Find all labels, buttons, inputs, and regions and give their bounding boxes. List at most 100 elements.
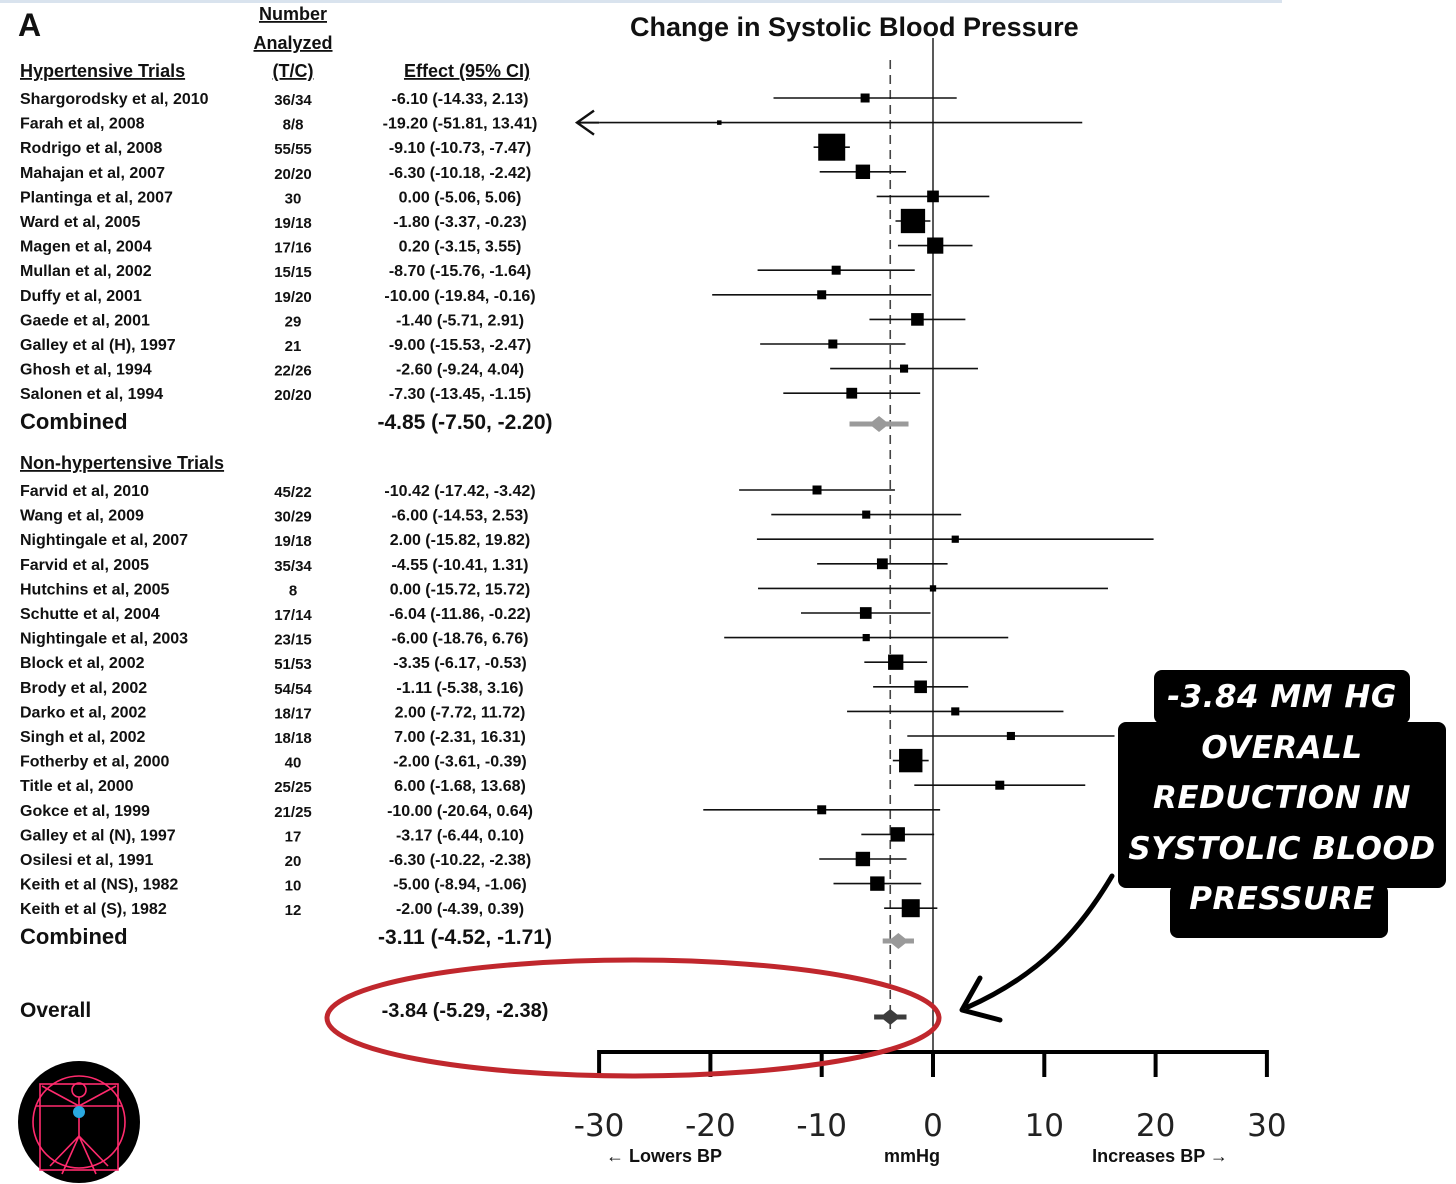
point-estimate: [862, 510, 871, 519]
chart-title: Change in Systolic Blood Pressure: [630, 12, 1079, 42]
study-name: Nightingale et al, 2003: [20, 631, 188, 648]
study-name: Duffy et al, 2001: [20, 288, 142, 305]
header-tc: (T/C): [273, 61, 314, 81]
point-estimate: [900, 208, 926, 234]
study-n: 18/17: [274, 705, 312, 722]
study-effect: -6.04 (-11.86, -0.22): [389, 606, 530, 623]
study-n: 54/54: [274, 681, 312, 698]
x-axis-label: mmHg: [884, 1146, 940, 1166]
study-name: Gokce et al, 1999: [20, 803, 150, 820]
study-name: Schutte et al, 2004: [20, 606, 160, 623]
overall-diamond: [880, 1009, 901, 1025]
point-estimate: [899, 748, 923, 773]
point-estimate: [927, 190, 939, 203]
study-n: 8: [289, 582, 297, 599]
study-n: 51/53: [274, 656, 312, 673]
study-effect: -6.10 (-14.33, 2.13): [392, 91, 529, 108]
study-name: Galley et al (N), 1997: [20, 827, 176, 844]
study-n: 8/8: [283, 117, 304, 134]
study-n: 17/16: [274, 240, 312, 257]
study-name: Brody et al, 2002: [20, 680, 147, 697]
study-n: 21: [285, 338, 302, 355]
study-n: 40: [285, 755, 302, 772]
combined-nonhypertensive-diamond: [888, 933, 909, 949]
callout-arrow: [965, 873, 1115, 1010]
x-tick-label: 0: [923, 1108, 943, 1144]
group-title-nonhypertensive: Non-hypertensive Trials: [20, 453, 224, 473]
x-tick-label: 10: [1025, 1108, 1064, 1144]
point-estimate: [929, 585, 937, 592]
callout-text: -3.84 MM HG OVERALL REDUCTION IN SYSTOLI…: [1128, 679, 1436, 917]
point-estimate: [717, 120, 722, 125]
study-n: 29: [285, 313, 302, 330]
point-estimate: [818, 133, 846, 161]
point-estimate: [951, 707, 960, 716]
top-border-line: [0, 0, 1282, 3]
header-effect: Effect (95% CI): [404, 61, 530, 81]
point-estimate: [812, 485, 822, 495]
study-name: Title et al, 2000: [20, 778, 134, 795]
study-name: Farah et al, 2008: [20, 116, 145, 133]
study-n: 18/18: [274, 730, 312, 747]
group-title-hypertensive: Hypertensive Trials: [20, 61, 185, 81]
point-estimate: [890, 827, 905, 842]
combined-label: Combined: [20, 924, 128, 949]
point-estimate: [817, 805, 827, 815]
study-effect: -2.00 (-3.61, -0.39): [393, 754, 526, 771]
point-estimate: [831, 265, 841, 275]
study-effect: 6.00 (-1.68, 13.68): [394, 778, 526, 795]
point-estimate: [855, 164, 871, 179]
overall-reduction-callout: -3.84 MM HG OVERALL REDUCTION IN SYSTOLI…: [1118, 670, 1446, 938]
combined-hypertensive-diamond: [869, 416, 890, 432]
study-name: Rodrigo et al, 2008: [20, 140, 162, 157]
study-n: 17: [285, 828, 302, 845]
study-effect: -2.00 (-4.39, 0.39): [396, 901, 524, 918]
overall-highlight-ellipse: [324, 957, 942, 1079]
study-effect: -6.30 (-10.22, -2.38): [389, 852, 531, 869]
study-effect: 0.00 (-5.06, 5.06): [399, 189, 522, 206]
study-effect: -3.35 (-6.17, -0.53): [393, 655, 526, 672]
point-estimate: [870, 876, 885, 891]
study-name: Osilesi et al, 1991: [20, 852, 154, 869]
study-effect: 2.00 (-15.82, 19.82): [390, 532, 531, 549]
combined-label: Combined: [20, 409, 128, 434]
point-estimate: [817, 290, 827, 300]
point-estimate: [900, 364, 909, 373]
study-effect: -19.20 (-51.81, 13.41): [383, 116, 538, 133]
study-n: 19/18: [274, 215, 312, 232]
study-effect: -2.60 (-9.24, 4.04): [396, 362, 524, 379]
overall-label: Overall: [20, 999, 91, 1022]
study-n: 22/26: [274, 363, 312, 380]
study-effect: -10.00 (-19.84, -0.16): [384, 288, 535, 305]
study-name: Mahajan et al, 2007: [20, 165, 165, 182]
study-name: Farvid et al, 2005: [20, 557, 149, 574]
study-effect: -6.00 (-14.53, 2.53): [392, 508, 529, 525]
study-name: Plantinga et al, 2007: [20, 189, 173, 206]
study-effect: 0.20 (-3.15, 3.55): [399, 239, 522, 256]
study-effect: -6.30 (-10.18, -2.42): [389, 165, 531, 182]
panel-label: A: [18, 7, 41, 43]
study-effect: -4.55 (-10.41, 1.31): [392, 557, 529, 574]
study-name: Fotherby et al, 2000: [20, 754, 169, 771]
study-name: Ghosh et al, 1994: [20, 362, 152, 379]
study-effect: -5.00 (-8.94, -1.06): [393, 877, 526, 894]
study-effect: 0.00 (-15.72, 15.72): [390, 581, 531, 598]
study-effect: -1.40 (-5.71, 2.91): [396, 312, 524, 329]
study-effect: -8.70 (-15.76, -1.64): [389, 263, 531, 280]
x-right-note: Increases BP →: [1092, 1146, 1228, 1166]
x-tick-label: -10: [796, 1108, 847, 1144]
vitruvian-figure-logo: [18, 1061, 140, 1183]
study-name: Darko et al, 2002: [20, 704, 146, 721]
header-analyzed: Analyzed: [253, 33, 332, 53]
study-n: 17/14: [274, 607, 312, 624]
study-n: 45/22: [274, 484, 312, 501]
study-n: 36/34: [274, 92, 312, 109]
study-name: Galley et al (H), 1997: [20, 337, 176, 354]
study-name: Shargorodsky et al, 2010: [20, 91, 209, 108]
study-n: 12: [285, 902, 302, 919]
point-estimate: [855, 851, 871, 867]
header-number: Number: [259, 4, 327, 24]
study-n: 15/15: [274, 264, 312, 281]
study-name: Magen et al, 2004: [20, 239, 152, 256]
